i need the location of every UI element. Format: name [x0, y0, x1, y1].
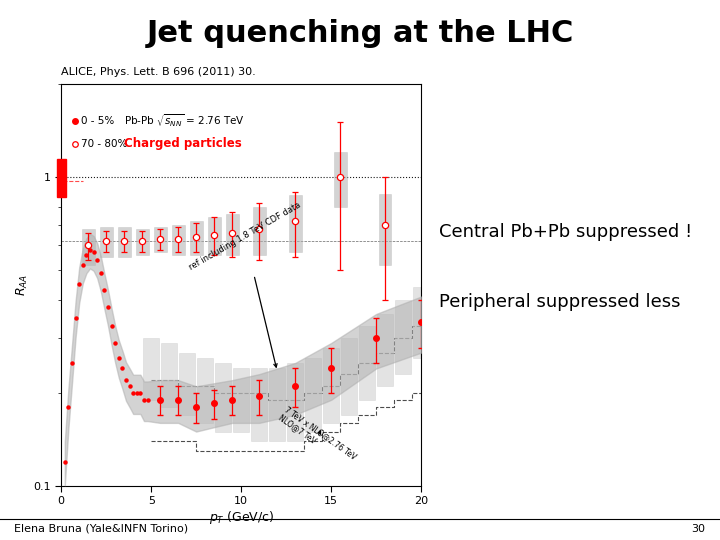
- Text: 7 TeV x NLO@2.76 TeV
NLO@7 TeV: 7 TeV x NLO@2.76 TeV NLO@7 TeV: [277, 404, 359, 469]
- Bar: [118, 227, 130, 257]
- Text: 30: 30: [692, 523, 706, 534]
- Bar: [161, 343, 177, 407]
- Bar: [143, 339, 159, 400]
- Text: Jet quenching at the LHC: Jet quenching at the LHC: [146, 19, 574, 48]
- Text: Peripheral suppressed less: Peripheral suppressed less: [439, 293, 680, 312]
- Bar: [208, 217, 220, 255]
- Bar: [269, 368, 285, 441]
- Text: Central Pb+Pb suppressed !: Central Pb+Pb suppressed !: [439, 223, 693, 241]
- Bar: [305, 357, 321, 431]
- Bar: [413, 287, 429, 357]
- Bar: [323, 348, 339, 423]
- Bar: [226, 214, 238, 255]
- Bar: [289, 195, 302, 252]
- Bar: [251, 368, 267, 441]
- Bar: [136, 228, 148, 255]
- Text: Pb-Pb $\sqrt{s_{NN}}$ = 2.76 TeV: Pb-Pb $\sqrt{s_{NN}}$ = 2.76 TeV: [125, 112, 245, 129]
- Bar: [100, 227, 112, 257]
- Text: Elena Bruna (Yale&INFN Torino): Elena Bruna (Yale&INFN Torino): [14, 523, 189, 534]
- Bar: [287, 363, 303, 441]
- Text: ref including 1.8 TeV CDF data: ref including 1.8 TeV CDF data: [187, 200, 302, 367]
- Bar: [179, 353, 195, 415]
- Bar: [190, 221, 202, 255]
- Bar: [154, 227, 166, 252]
- Bar: [395, 300, 411, 374]
- Bar: [377, 314, 393, 386]
- Bar: [172, 225, 184, 255]
- Bar: [82, 228, 94, 265]
- Bar: [253, 207, 266, 255]
- Text: 70 - 80%: 70 - 80%: [81, 139, 127, 148]
- X-axis label: $p_T$ (GeV/c): $p_T$ (GeV/c): [209, 509, 274, 526]
- Bar: [233, 368, 249, 431]
- Text: ALICE, Phys. Lett. B 696 (2011) 30.: ALICE, Phys. Lett. B 696 (2011) 30.: [61, 66, 256, 77]
- Bar: [57, 159, 66, 197]
- Bar: [359, 326, 375, 400]
- Bar: [379, 194, 392, 265]
- Text: 0 - 5%: 0 - 5%: [81, 116, 114, 126]
- Bar: [334, 152, 346, 207]
- Bar: [341, 339, 357, 415]
- Bar: [215, 363, 231, 431]
- Y-axis label: $R_{AA}$: $R_{AA}$: [15, 274, 30, 296]
- Bar: [197, 357, 213, 423]
- Text: Charged particles: Charged particles: [125, 137, 242, 150]
